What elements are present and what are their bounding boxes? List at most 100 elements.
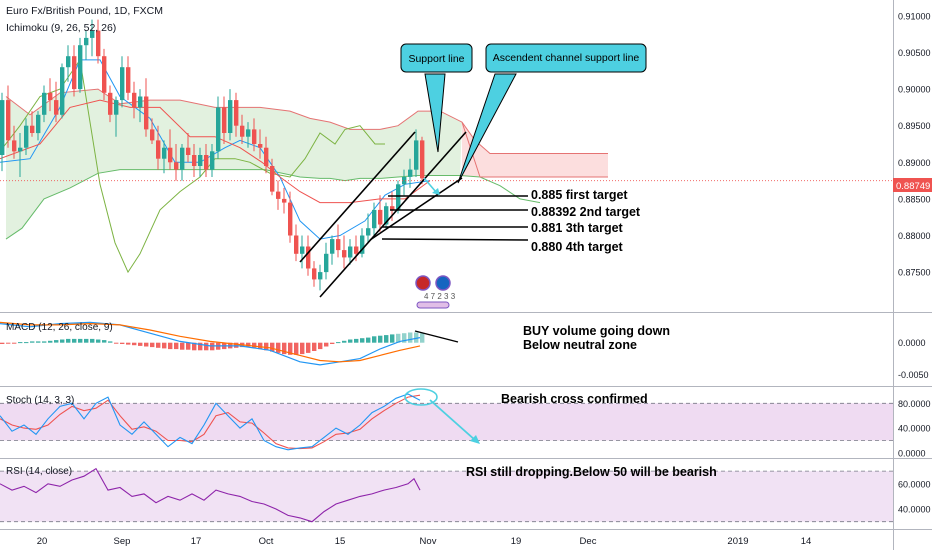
candle <box>42 85 47 123</box>
candle-body <box>420 140 425 179</box>
ascendent-channel-callout[interactable]: Ascendent channel support line <box>457 43 647 184</box>
macd-pane[interactable] <box>0 321 425 366</box>
candle <box>102 48 107 101</box>
candle-body <box>174 162 179 170</box>
candle <box>126 56 131 101</box>
candle <box>384 202 389 229</box>
macd-histogram-bar <box>150 342 155 348</box>
candle-body <box>114 100 119 115</box>
candle-body <box>276 191 281 199</box>
macd-histogram-bar <box>36 341 41 343</box>
candle <box>372 202 377 236</box>
macd-signal-line <box>0 321 421 363</box>
candle <box>120 56 125 108</box>
candle <box>252 118 257 152</box>
support-line-callout[interactable]: Support line <box>400 43 473 153</box>
macd-histogram-bar <box>24 342 29 344</box>
candle-body <box>246 129 251 137</box>
ichimoku-cloud-bearish <box>462 122 608 177</box>
macd-histogram-bar <box>330 342 335 344</box>
stoch-pane[interactable] <box>0 393 893 451</box>
candle <box>414 129 419 177</box>
candle-body <box>348 246 353 258</box>
candle <box>180 144 185 181</box>
candle-body <box>378 209 383 225</box>
candle <box>72 45 77 97</box>
candle-body <box>342 250 347 258</box>
senkou-span-lower-line <box>461 121 608 178</box>
candle-body <box>204 155 209 170</box>
candle <box>168 129 173 170</box>
candle <box>306 235 311 276</box>
rsi-band <box>0 471 893 522</box>
candle-body <box>336 239 341 251</box>
macd-histogram-bar <box>6 342 11 344</box>
price-tick-label: 0.88500 <box>898 194 931 204</box>
candle-body <box>330 239 335 254</box>
macd-histogram-bar <box>66 338 71 343</box>
candle <box>330 235 335 265</box>
stoch-tick-label: 40.0000 <box>898 424 931 434</box>
macd-note-line-1: BUY volume going down <box>523 324 670 338</box>
macd-histogram-bar <box>126 342 131 345</box>
macd-histogram-bar <box>366 337 371 343</box>
macd-histogram-bar <box>78 338 83 343</box>
candle-body <box>216 107 221 152</box>
macd-histogram-bar <box>144 342 149 347</box>
candle-body <box>6 100 11 141</box>
candle <box>234 92 239 137</box>
last-price-value: 0.88749 <box>896 181 930 192</box>
candle-body <box>288 202 293 236</box>
candle-body <box>384 206 389 225</box>
projection-arrow-head <box>432 188 440 195</box>
rsi-tick-label: 40.0000 <box>898 505 931 515</box>
price-tick-label: 0.91000 <box>898 12 931 22</box>
macd-histogram-bar <box>354 338 359 343</box>
macd-histogram-bar <box>108 341 113 343</box>
candle-body <box>138 96 143 108</box>
macd-down-line <box>414 330 459 343</box>
price-pane[interactable] <box>0 19 893 291</box>
price-tick-label: 0.90500 <box>898 48 931 58</box>
candle <box>312 261 317 287</box>
candle-body <box>294 235 299 254</box>
candle-body <box>270 166 275 192</box>
candle <box>210 144 215 177</box>
macd-histogram-bar <box>162 342 167 349</box>
candle <box>84 30 89 60</box>
target-labels: 0.885 first target 0.88392 2nd target 0.… <box>531 188 641 254</box>
candle <box>240 114 245 144</box>
target-label-4: 0.880 4th target <box>531 240 624 254</box>
stoch-note: Bearish cross confirmed <box>501 392 648 406</box>
rsi-pane[interactable] <box>0 467 893 523</box>
rsi-label: RSI (14, close) <box>6 466 72 477</box>
candle <box>408 158 413 188</box>
macd-histogram-bar <box>102 340 107 343</box>
candle <box>222 96 227 144</box>
event-badges[interactable]: 4 7 2 3 3 <box>415 275 456 309</box>
candle-body <box>168 147 173 163</box>
macd-histogram-bar <box>90 338 95 343</box>
candle-body <box>42 92 47 115</box>
candle-body <box>120 67 125 101</box>
candle-body <box>414 140 419 170</box>
price-axis: 0.91000 0.90500 0.90000 0.89500 0.89000 0.885… <box>898 12 931 515</box>
candle-body <box>132 92 137 108</box>
macd-histogram-bar <box>390 334 395 343</box>
candle-body <box>396 184 401 210</box>
macd-histogram-bar <box>420 333 425 343</box>
candle-body <box>300 246 305 254</box>
macd-histogram-bar <box>246 342 251 347</box>
macd-histogram-bar <box>336 342 341 344</box>
candle <box>276 180 281 210</box>
macd-tick-label: -0.0050 <box>898 370 929 380</box>
candle-body <box>150 129 155 141</box>
chart-title: Euro Fx/British Pound, 1D, FXCM <box>6 5 163 17</box>
macd-histogram-bar <box>258 342 263 350</box>
macd-histogram-bar <box>312 342 317 351</box>
macd-histogram-bar <box>48 340 53 343</box>
candle-body <box>144 96 149 130</box>
